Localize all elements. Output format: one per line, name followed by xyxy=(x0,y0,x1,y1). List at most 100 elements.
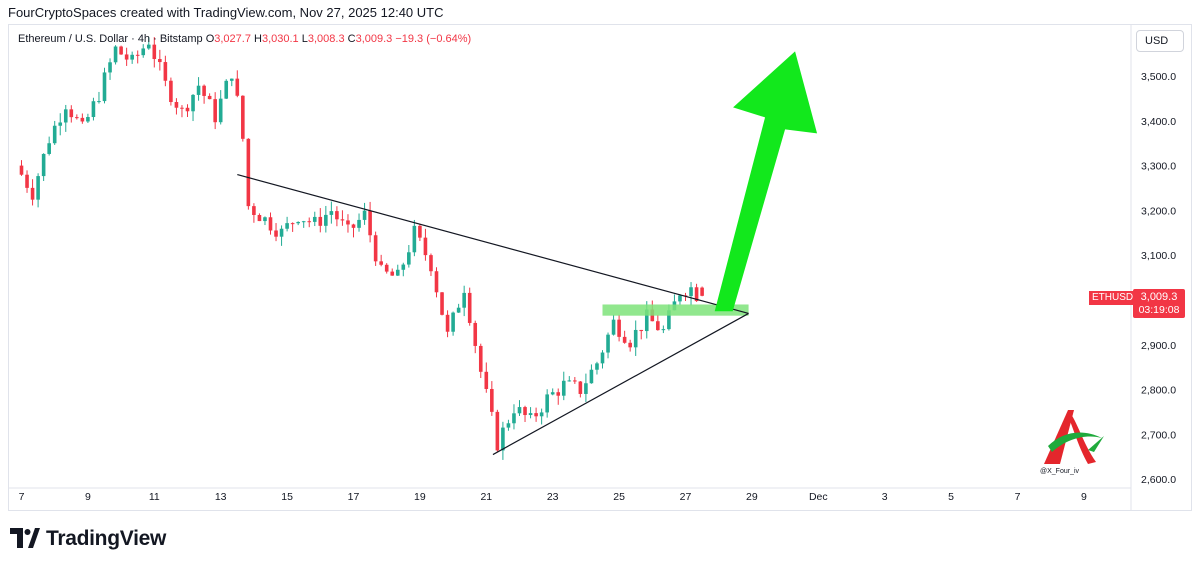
candle-body xyxy=(633,329,638,348)
author-handle: @X_Four_iv xyxy=(1040,468,1080,475)
y-tick-label: 2,800.0 xyxy=(1141,385,1176,397)
candle-body xyxy=(86,117,90,122)
high-value: 3,030.1 xyxy=(261,33,299,45)
open-value: 3,027.7 xyxy=(214,33,251,45)
candle-body xyxy=(213,99,217,123)
candle-body xyxy=(312,216,317,222)
candle-body xyxy=(467,292,472,323)
bar-countdown: 03:19:08 xyxy=(1138,304,1180,316)
candle-body xyxy=(395,269,400,276)
candle-body xyxy=(484,371,489,389)
chart-credit: FourCryptoSpaces created with TradingVie… xyxy=(8,5,444,20)
chart-frame xyxy=(8,24,1192,511)
candle-body xyxy=(257,214,262,222)
candle-body xyxy=(362,210,367,220)
candle-body xyxy=(495,411,500,451)
x-tick-label: 21 xyxy=(480,491,492,503)
candle-body xyxy=(523,407,527,416)
change-value: −19.3 (−0.64%) xyxy=(395,33,472,45)
candle-body xyxy=(418,225,422,238)
ohlc-legend: Ethereum / U.S. Dollar · 4h · Bitstamp O… xyxy=(18,33,471,45)
candle-body xyxy=(539,412,544,417)
x-tick-label: 23 xyxy=(547,491,559,503)
candle-body xyxy=(191,94,195,112)
candle-body xyxy=(528,413,533,416)
candle-body xyxy=(290,223,295,225)
candle-body xyxy=(595,363,599,370)
candle-body xyxy=(329,211,334,215)
candle-body xyxy=(368,210,372,236)
candle-body xyxy=(639,329,644,332)
candle-body xyxy=(180,107,184,109)
candle-body xyxy=(456,307,461,313)
author-logo-icon xyxy=(1044,410,1104,464)
currency-button[interactable]: USD xyxy=(1136,30,1184,52)
candle-body xyxy=(429,255,433,272)
x-tick-label: 17 xyxy=(348,491,360,503)
candle-body xyxy=(412,225,417,253)
candle-body xyxy=(556,392,561,396)
x-tick-label: 7 xyxy=(1015,491,1021,503)
candle-body xyxy=(490,388,494,412)
y-tick-label: 2,900.0 xyxy=(1141,340,1176,352)
candle-body xyxy=(407,252,411,265)
symbol-name[interactable]: Ethereum / U.S. Dollar · 4h · Bitstamp xyxy=(18,33,203,45)
ascending-trendline xyxy=(492,312,749,456)
candle-body xyxy=(346,220,350,225)
x-tick-label: 13 xyxy=(215,491,227,503)
candle-body xyxy=(694,287,699,302)
candle-body xyxy=(113,46,118,63)
candle-body xyxy=(584,383,588,394)
x-tick-label: 15 xyxy=(281,491,293,503)
candle-body xyxy=(124,54,129,60)
candle-body xyxy=(517,407,522,414)
candle-body xyxy=(656,321,660,331)
candle-body xyxy=(373,235,378,262)
candle-body xyxy=(423,237,428,256)
candle-body xyxy=(462,292,466,308)
candle-body xyxy=(401,264,406,270)
x-tick-label: 27 xyxy=(680,491,692,503)
candle-body xyxy=(324,214,328,226)
y-tick-label: 3,100.0 xyxy=(1141,250,1176,262)
candle-body xyxy=(169,80,173,103)
candle-body xyxy=(678,295,682,302)
low-value: 3,008.3 xyxy=(307,33,345,45)
candle-body xyxy=(30,187,35,200)
candle-body xyxy=(296,221,300,224)
candle-body xyxy=(478,345,483,372)
candle-body xyxy=(301,221,306,223)
tradingview-logo[interactable]: TradingView xyxy=(10,527,166,551)
candle-body xyxy=(224,80,229,99)
candle-body xyxy=(451,312,455,332)
candle-body xyxy=(661,329,666,331)
symbol-price-tag: ETHUSD xyxy=(1089,291,1137,305)
candle-body xyxy=(473,322,478,346)
candle-body xyxy=(152,44,157,60)
candle-body xyxy=(307,221,312,223)
x-tick-label: 9 xyxy=(1081,491,1087,503)
open-label: O xyxy=(205,33,215,45)
candle-body xyxy=(235,78,240,96)
candle-body xyxy=(229,78,234,81)
x-tick-label: 5 xyxy=(948,491,954,503)
candle-body xyxy=(600,352,605,364)
candle-body xyxy=(19,165,24,175)
candle-body xyxy=(218,98,223,123)
candle-body xyxy=(146,44,151,49)
x-tick-label: 19 xyxy=(414,491,426,503)
high-label: H xyxy=(254,33,262,45)
low-label: L xyxy=(301,33,308,45)
candle-body xyxy=(667,310,671,330)
candle-body xyxy=(130,54,134,60)
tradingview-wordmark: TradingView xyxy=(46,527,167,550)
x-tick-label: Dec xyxy=(809,491,828,503)
axes: 3,500.0 3,400.0 3,300.0 3,200.0 3,100.0 2,900… xyxy=(8,25,1176,510)
candle-body xyxy=(622,336,627,343)
candle-body xyxy=(80,117,85,122)
candle-body xyxy=(589,369,594,384)
x-tick-label: 11 xyxy=(149,491,160,503)
candle-body xyxy=(47,143,51,154)
candle-body xyxy=(318,216,323,226)
